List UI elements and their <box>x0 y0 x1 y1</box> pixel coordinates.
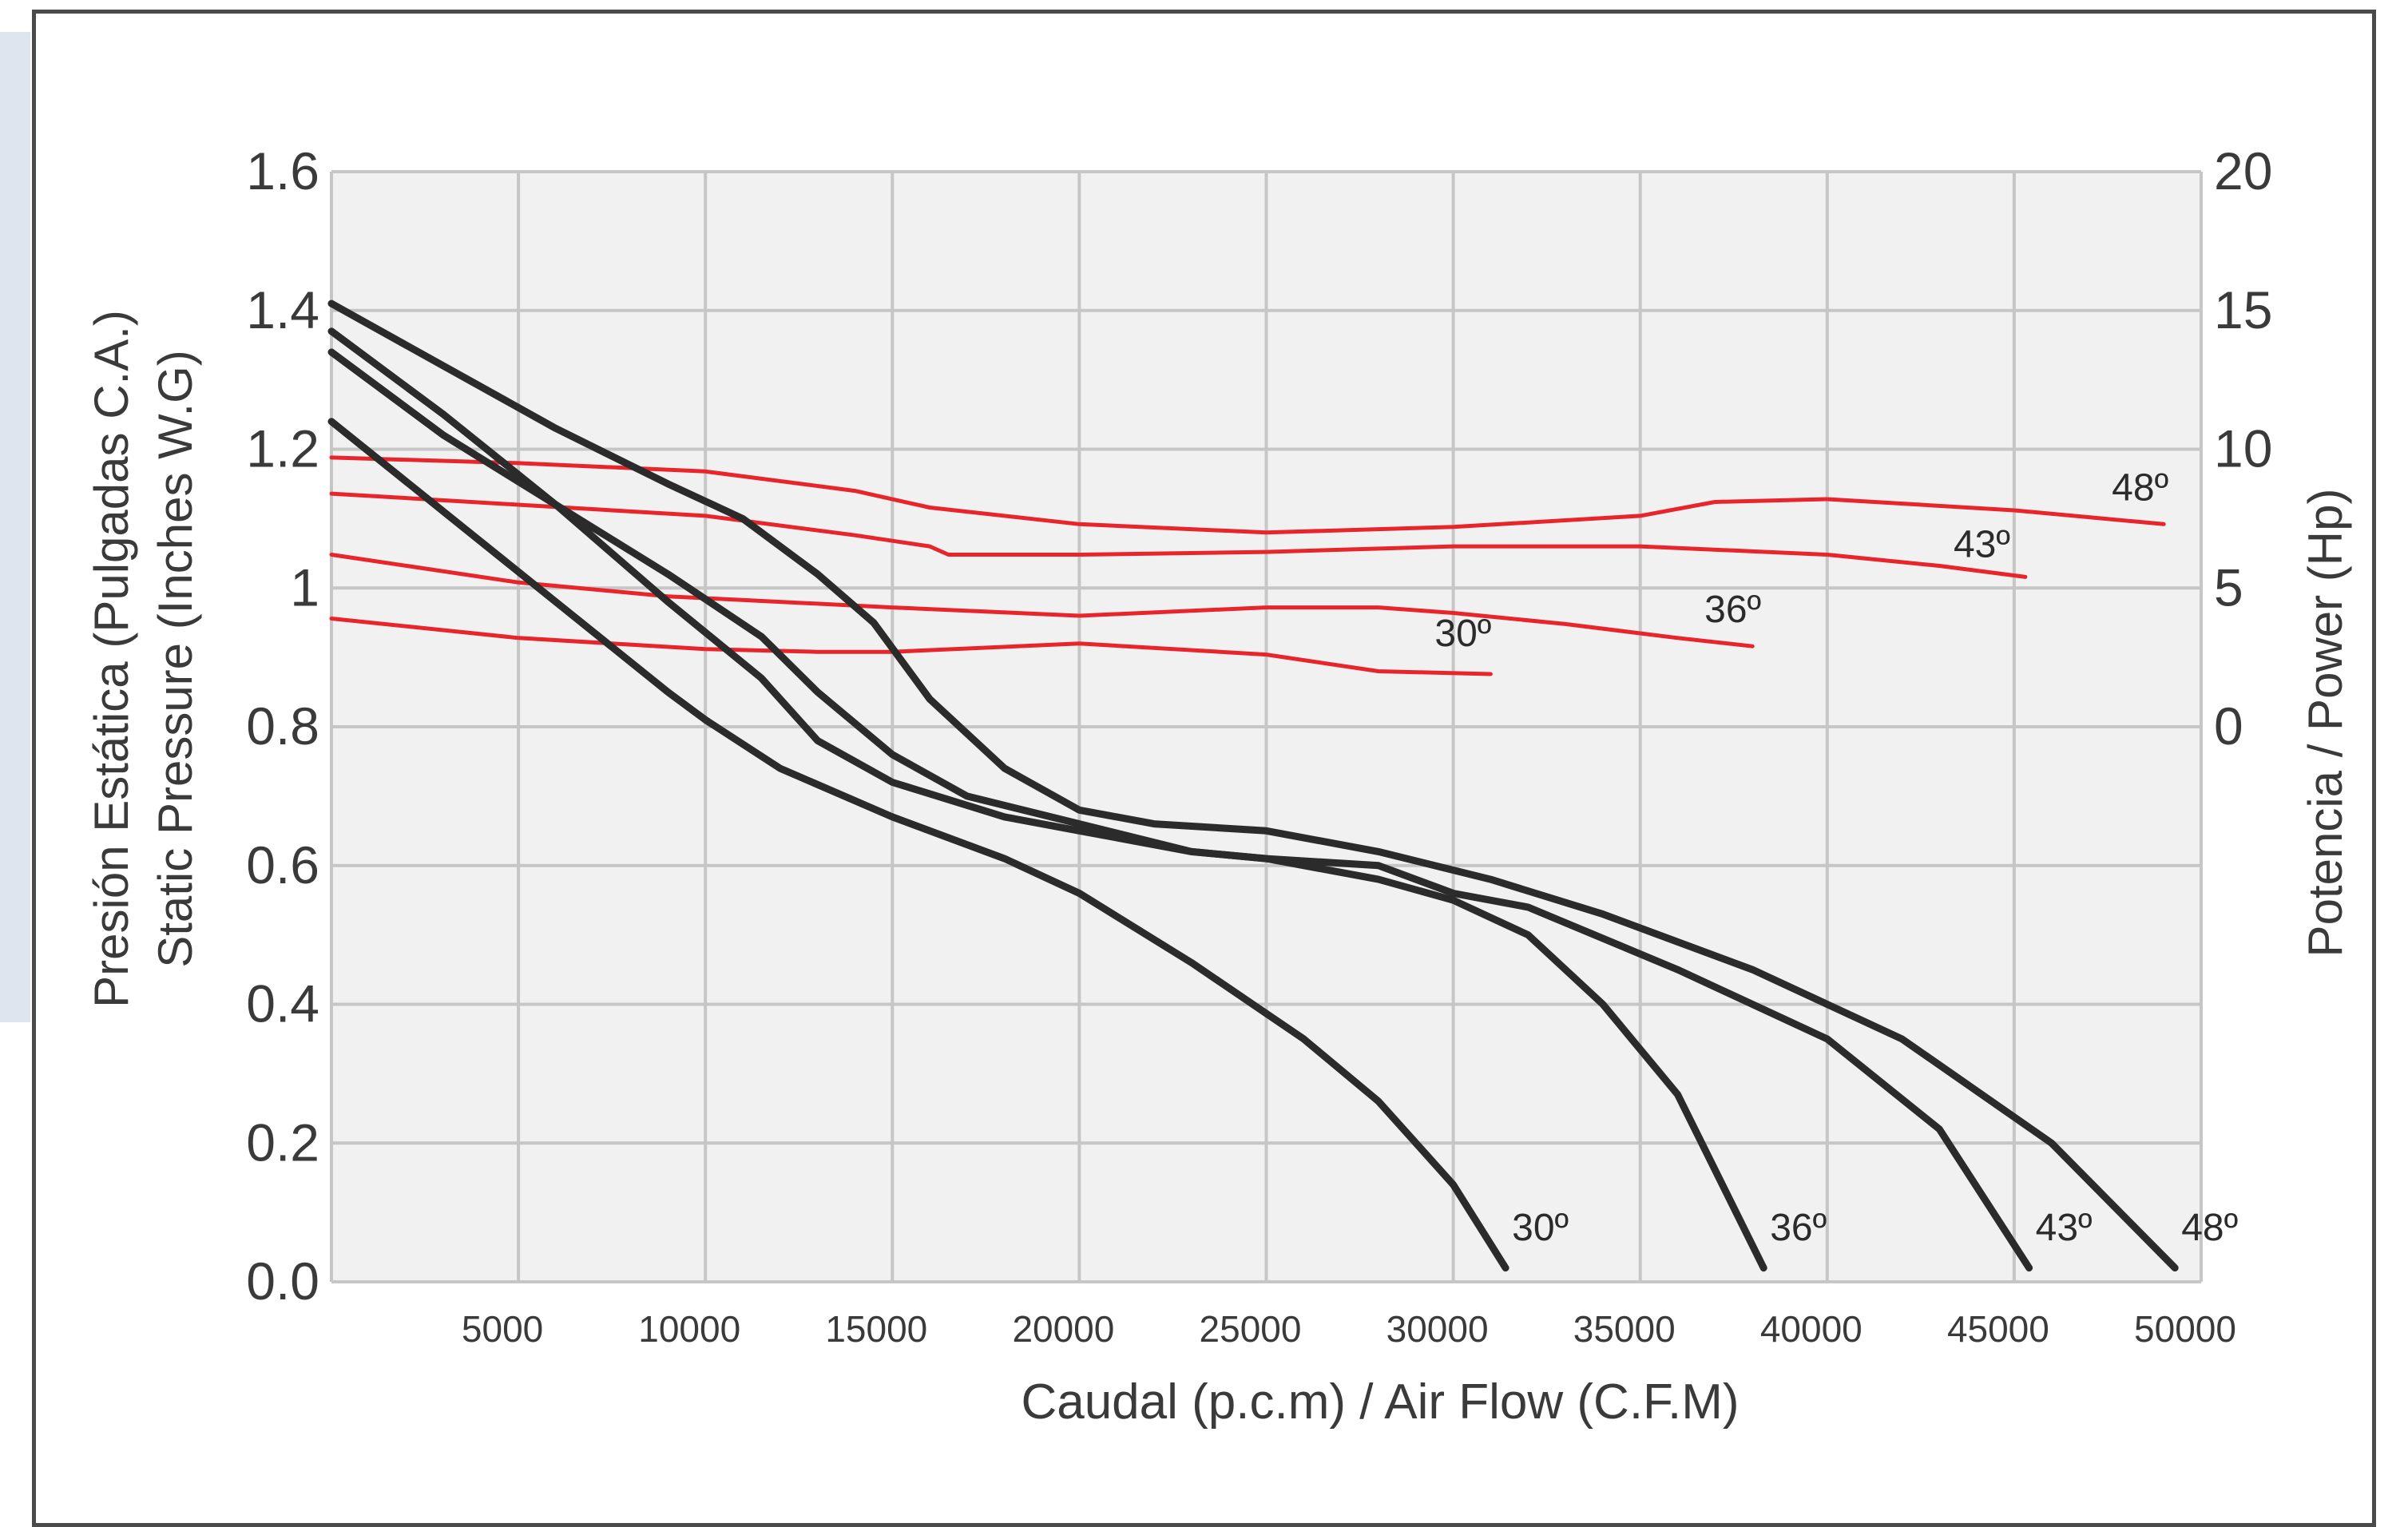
pressure-series-label: 43º <box>2036 1207 2093 1249</box>
pressure-curve-48deg <box>327 299 2179 1272</box>
x-tick-label: 35000 <box>1573 1308 1676 1350</box>
y-left-tick-label: 1.2 <box>246 419 319 478</box>
x-tick-label: 5000 <box>462 1308 543 1350</box>
x-tick-label: 50000 <box>2134 1308 2236 1350</box>
pressure-curve-43deg <box>327 348 2033 1272</box>
x-tick-label: 20000 <box>1012 1308 1114 1350</box>
pressure-curve-36deg <box>327 327 1767 1272</box>
pressure-series-label: 30º <box>1512 1207 1569 1249</box>
y-right-tick-label: 0 <box>2214 696 2243 756</box>
y-left-axis-label-es: Presión Estática (Pulgadas C.A.) <box>85 310 138 1008</box>
power-curve-48deg <box>329 455 2166 535</box>
power-curve-43deg <box>329 491 2028 579</box>
x-tick-label: 30000 <box>1386 1308 1489 1350</box>
power-series-label: 36º <box>1704 589 1761 631</box>
y-left-tick-label: 1 <box>290 557 319 617</box>
x-tick-label: 45000 <box>1947 1308 2049 1350</box>
pressure-curves <box>327 299 2179 1272</box>
fan-performance-chart: 5000 10000 15000 20000 25000 30000 35000 40000 4… <box>85 141 2352 1430</box>
pressure-curve-30deg <box>327 418 1509 1272</box>
y-left-tick-label: 0.6 <box>246 835 319 894</box>
y-left-tick-label: 1.6 <box>246 141 319 200</box>
power-series-label: 48º <box>2112 466 2168 509</box>
y-left-tick-label: 0.4 <box>246 974 319 1033</box>
y-left-tick-label: 1.4 <box>246 280 319 339</box>
y-right-tick-label: 20 <box>2214 141 2272 200</box>
x-tick-label: 25000 <box>1200 1308 1302 1350</box>
y-left-axis-label-en: Static Pressure (Inches W.G) <box>149 350 202 968</box>
power-curve-36deg <box>329 553 1755 648</box>
x-tick-label: 40000 <box>1760 1308 1863 1350</box>
y-right-axis-label: Potencia / Power (Hp) <box>2299 489 2352 958</box>
power-series-label: 43º <box>1954 523 2010 565</box>
y-left-tick-label: 0.0 <box>246 1251 319 1311</box>
y-left-axis-ticks: 0.0 0.2 0.4 0.6 0.8 1 1.2 1.4 1.6 <box>246 141 319 1311</box>
x-tick-label: 10000 <box>638 1308 740 1350</box>
side-panel <box>0 32 30 1022</box>
x-axis-label: Caudal (p.c.m) / Air Flow (C.F.M) <box>1021 1374 1739 1430</box>
y-right-tick-label: 10 <box>2214 419 2272 478</box>
y-right-axis-ticks: 0 5 10 15 20 <box>2214 141 2272 756</box>
y-left-tick-label: 0.8 <box>246 696 319 756</box>
x-tick-label: 15000 <box>825 1308 927 1350</box>
x-axis-ticks: 5000 10000 15000 20000 25000 30000 35000 40000 4… <box>462 1308 2236 1350</box>
pressure-series-label: 36º <box>1770 1207 1827 1249</box>
y-left-tick-label: 0.2 <box>246 1113 319 1172</box>
pressure-series-label: 48º <box>2181 1207 2238 1249</box>
y-right-tick-label: 15 <box>2214 280 2272 339</box>
y-right-tick-label: 5 <box>2214 557 2243 617</box>
power-series-label: 30º <box>1434 613 1491 655</box>
series-labels: 30º 36º 43º 48º 30º 36º 43º 48º <box>1434 466 2238 1249</box>
grid <box>330 170 2203 1283</box>
